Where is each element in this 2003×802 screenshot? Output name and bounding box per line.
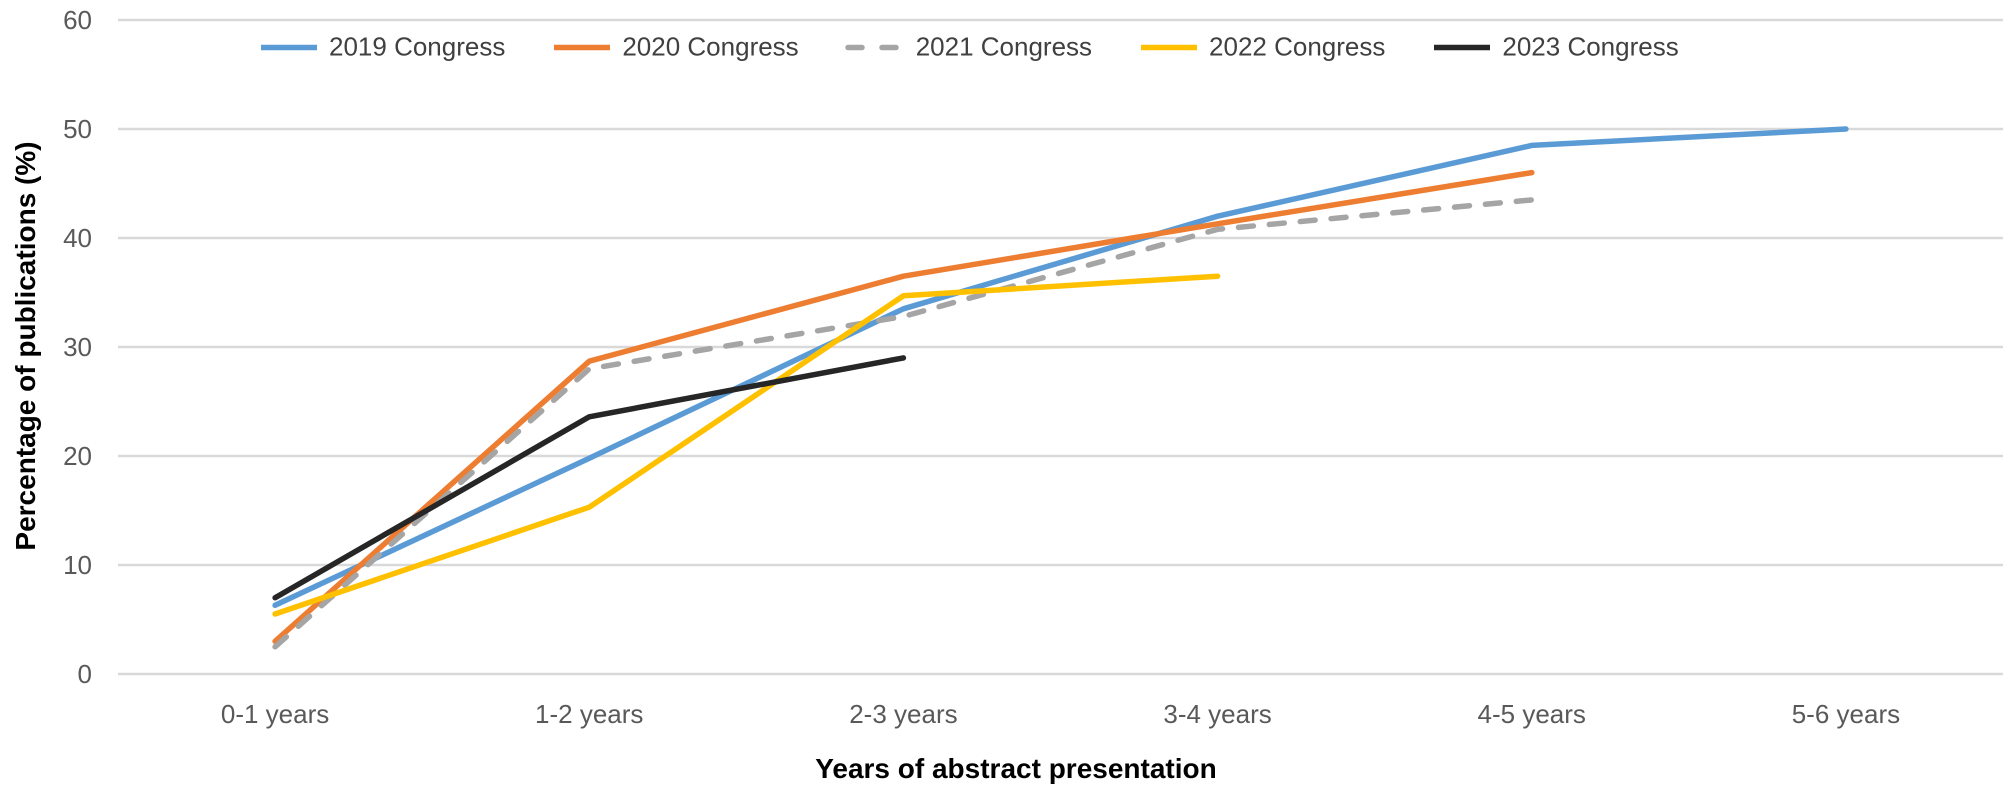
legend-item-2021-congress: 2021 Congress <box>844 31 1093 63</box>
series-line-2021-congress <box>272 197 1535 650</box>
legend-label: 2023 Congress <box>1502 31 1679 62</box>
x-tick-label-3-4-years: 3-4 years <box>1163 699 1271 729</box>
y-tick-label-50: 50 <box>63 114 92 144</box>
legend-item-2019-congress: 2019 Congress <box>258 32 505 63</box>
x-tick-label-5-6-years: 5-6 years <box>1792 699 1900 729</box>
legend-label: 2019 Congress <box>329 31 506 62</box>
legend-item-2022-congress: 2022 Congress <box>1138 32 1385 63</box>
x-tick-label-0-1-years: 0-1 years <box>221 699 329 729</box>
series-line-2020-congress <box>272 169 1535 645</box>
legend-line-swatch-icon <box>554 44 611 50</box>
x-axis-title: Years of abstract presentation <box>815 753 1217 784</box>
y-tick-label-30: 30 <box>63 332 92 362</box>
x-tick-label-2-3-years: 2-3 years <box>849 699 957 729</box>
legend-line-swatch-icon <box>844 44 907 50</box>
y-tick-label-20: 20 <box>63 441 92 471</box>
legend-line-swatch-icon <box>1141 44 1198 50</box>
y-tick-label-40: 40 <box>63 223 92 253</box>
y-axis-title: Percentage of publications (%) <box>10 141 41 551</box>
x-tick-label-1-2-years: 1-2 years <box>535 699 643 729</box>
legend-label: 2022 Congress <box>1209 31 1386 62</box>
chart-legend: 2019 Congress 2020 Congress 2021 Congress 2… <box>258 32 1679 63</box>
y-tick-label-0: 0 <box>78 659 92 689</box>
y-tick-label-10: 10 <box>63 550 92 580</box>
legend-label: 2020 Congress <box>622 31 799 62</box>
legend-item-2020-congress: 2020 Congress <box>551 31 799 63</box>
x-tick-label-4-5-years: 4-5 years <box>1478 699 1586 729</box>
series-line-2022-congress <box>272 273 1221 617</box>
series-line-2019-congress <box>272 126 1849 609</box>
series-line-2023-congress <box>272 355 907 601</box>
legend-label: 2021 Congress <box>915 31 1093 62</box>
legend-line-swatch-icon <box>261 44 317 50</box>
legend-item-2023-congress: 2023 Congress <box>1431 31 1679 63</box>
legend-line-swatch-icon <box>1434 44 1491 50</box>
y-tick-label-60: 60 <box>63 5 92 35</box>
